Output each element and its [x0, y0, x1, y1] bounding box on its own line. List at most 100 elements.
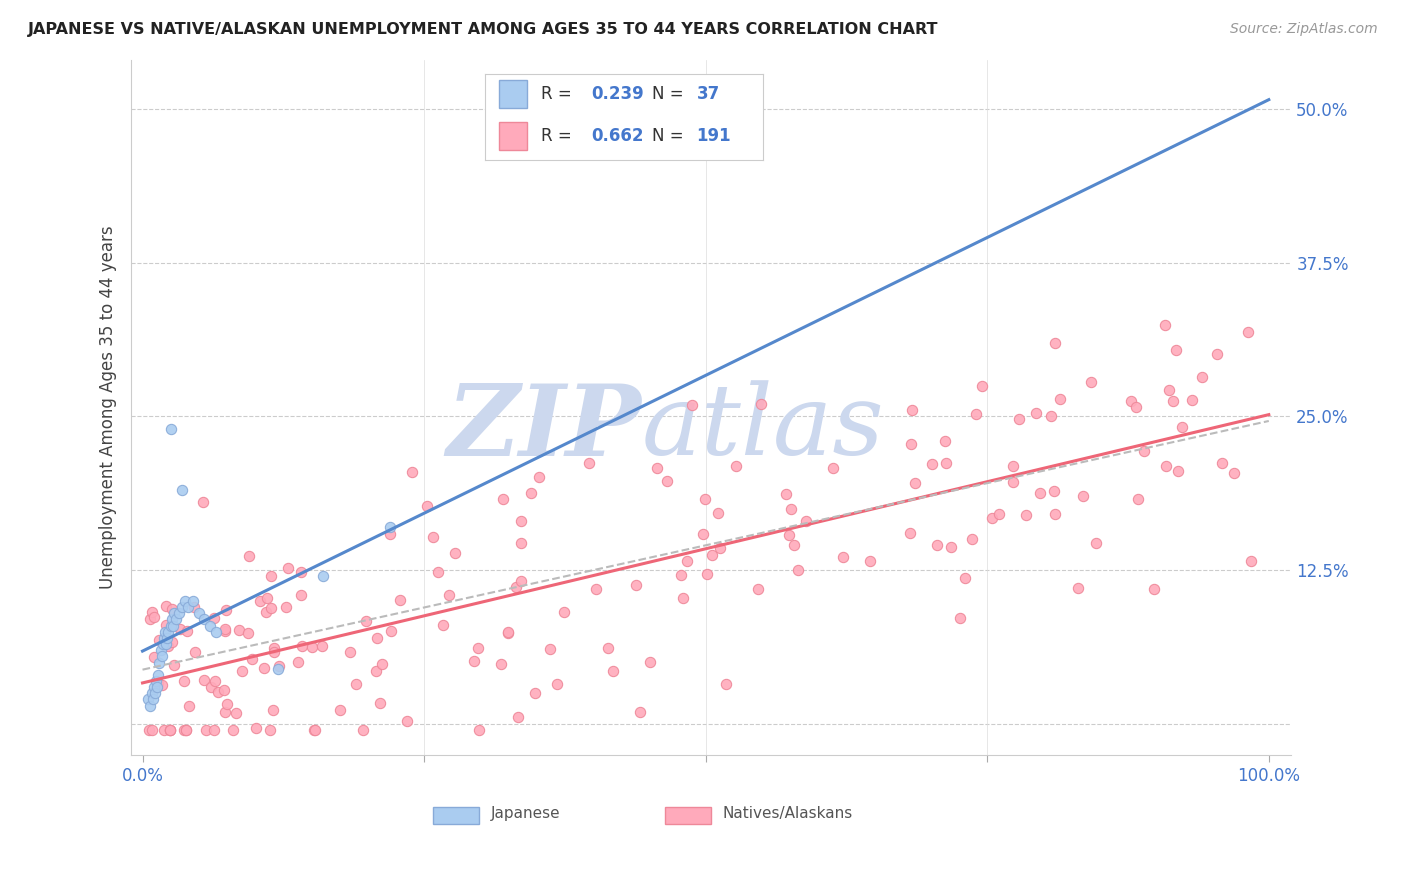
Point [747, 582, 769, 596]
Point [290, 588, 312, 602]
Point [301, 640, 323, 655]
Point [160, 601, 183, 615]
Point [831, 550, 853, 565]
Point [380, 520, 402, 534]
Point [153, 631, 176, 645]
Point [160, 635, 183, 649]
Point [505, 580, 527, 594]
Point [170, 600, 193, 615]
Point [415, 499, 437, 513]
Text: Source: ZipAtlas.com: Source: ZipAtlas.com [1230, 22, 1378, 37]
Point [626, 578, 648, 592]
Point [260, 601, 283, 615]
Point [157, 624, 180, 639]
Point [775, 487, 797, 501]
Point [142, 680, 165, 694]
Point [1043, 484, 1066, 499]
Point [356, 615, 378, 629]
Point [302, 723, 325, 738]
Point [228, 623, 250, 637]
Text: Japanese: Japanese [491, 806, 561, 822]
Point [1236, 325, 1258, 339]
Point [157, 639, 180, 653]
Point [962, 532, 984, 546]
Point [437, 588, 460, 602]
Point [163, 658, 186, 673]
Point [139, 612, 162, 626]
Point [783, 538, 806, 552]
Point [312, 569, 335, 583]
Point [159, 723, 181, 738]
Point [153, 624, 176, 639]
Point [222, 723, 245, 738]
Point [139, 698, 162, 713]
Point [274, 599, 297, 614]
Point [136, 692, 159, 706]
Point [585, 582, 607, 597]
Point [287, 656, 309, 670]
Point [1154, 458, 1177, 473]
Point [422, 529, 444, 543]
Point [780, 502, 803, 516]
Point [1206, 347, 1229, 361]
Point [170, 483, 193, 498]
Point [173, 723, 195, 738]
Point [198, 618, 221, 632]
Point [304, 723, 326, 738]
Point [904, 476, 927, 491]
Point [1049, 392, 1071, 407]
Point [638, 656, 661, 670]
Point [1126, 491, 1149, 506]
Point [160, 612, 183, 626]
Point [596, 641, 619, 656]
Point [925, 538, 948, 552]
Point [183, 600, 205, 615]
Point [948, 610, 970, 624]
Point [1080, 375, 1102, 389]
Point [714, 676, 737, 690]
Point [491, 491, 513, 506]
Point [204, 673, 226, 688]
Point [707, 507, 730, 521]
Point [1132, 444, 1154, 458]
Point [1001, 458, 1024, 473]
Point [266, 662, 288, 676]
Point [290, 565, 312, 579]
Point [165, 612, 187, 626]
Point [191, 494, 214, 508]
Point [159, 618, 181, 632]
Point [700, 548, 723, 562]
Point [380, 527, 402, 541]
Point [138, 723, 160, 738]
Point [709, 541, 731, 556]
Point [146, 675, 169, 690]
Point [152, 637, 174, 651]
Point [900, 403, 922, 417]
Text: Natives/Alaskans: Natives/Alaskans [723, 806, 853, 822]
Point [352, 723, 374, 738]
Point [214, 705, 236, 719]
Point [645, 461, 668, 475]
Point [1045, 507, 1067, 521]
Point [176, 624, 198, 639]
Point [156, 631, 179, 645]
Point [463, 654, 485, 668]
Point [249, 594, 271, 608]
Point [242, 651, 264, 665]
Point [163, 607, 186, 621]
FancyBboxPatch shape [665, 807, 711, 824]
Point [162, 618, 184, 632]
Point [339, 645, 361, 659]
Point [676, 554, 699, 568]
Point [496, 625, 519, 640]
Point [509, 536, 531, 550]
Point [1211, 456, 1233, 470]
Point [141, 723, 163, 738]
Point [148, 633, 170, 648]
Point [401, 466, 423, 480]
Point [1002, 475, 1025, 490]
Text: atlas: atlas [641, 380, 884, 475]
Point [143, 609, 166, 624]
Point [935, 456, 957, 470]
Point [380, 624, 402, 638]
